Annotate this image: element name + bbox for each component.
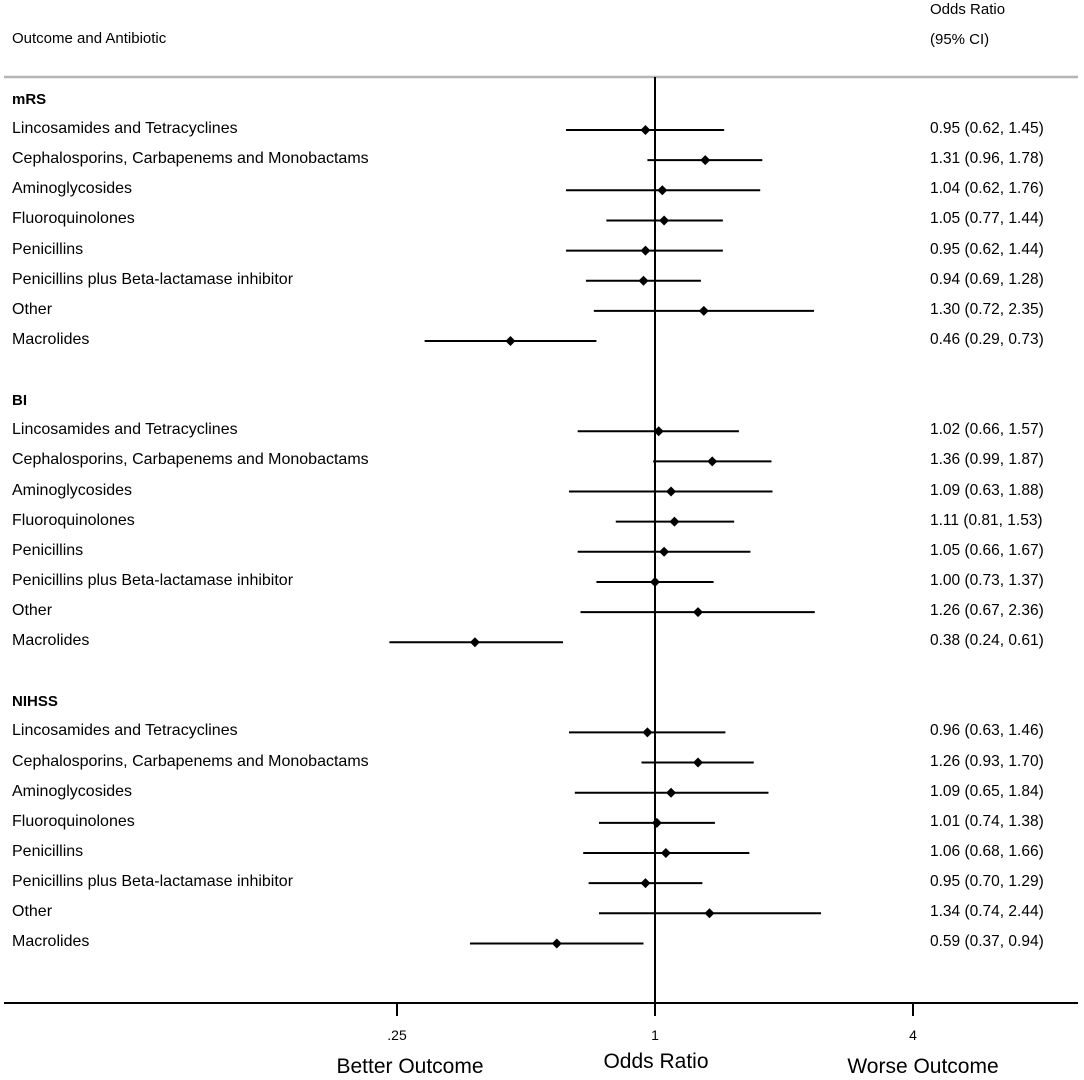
point-estimate [660, 848, 671, 858]
point-estimate [638, 275, 649, 286]
header-ci-label: (95% CI) [930, 31, 990, 48]
odds-ratio-value: 0.38 (0.24, 0.61) [930, 632, 1044, 650]
odds-ratio-value: 1.04 (0.62, 1.76) [930, 180, 1044, 198]
row-label: Cephalosporins, Carbapenems and Monobact… [12, 451, 369, 469]
odds-ratio-value: 1.36 (0.99, 1.87) [930, 451, 1044, 469]
odds-ratio-value: 0.94 (0.69, 1.28) [930, 270, 1044, 288]
point-estimate [669, 516, 680, 527]
row-label: Penicillins plus Beta-lactamase inhibito… [12, 873, 294, 891]
odds-ratio-value: 1.09 (0.65, 1.84) [930, 782, 1044, 800]
odds-ratio-value: 0.46 (0.29, 0.73) [930, 331, 1044, 349]
point-estimate [659, 215, 670, 226]
point-estimate [653, 426, 664, 437]
point-estimate [657, 185, 668, 196]
group-label: NIHSS [12, 693, 58, 711]
point-estimate [659, 546, 670, 557]
group-label: BI [12, 392, 27, 410]
point-estimate [650, 576, 660, 587]
odds-ratio-value: 0.95 (0.70, 1.29) [930, 873, 1044, 891]
row-label: Macrolides [12, 632, 90, 650]
odds-ratio-value: 1.05 (0.77, 1.44) [930, 210, 1044, 228]
odds-ratio-value: 1.06 (0.68, 1.66) [930, 843, 1044, 860]
row-label: Penicillins [12, 843, 84, 860]
odds-ratio-value: 1.01 (0.74, 1.38) [930, 812, 1044, 830]
odds-ratio-value: 1.26 (0.93, 1.70) [930, 752, 1044, 770]
row-label: Lincosamides and Tetracyclines [12, 120, 238, 137]
point-estimate [693, 607, 704, 618]
point-estimate [651, 817, 662, 828]
point-estimate [469, 637, 480, 648]
row-label: Other [12, 602, 53, 620]
row-label: Aminoglycosides [12, 782, 133, 800]
odds-ratio-value: 0.59 (0.37, 0.94) [930, 933, 1044, 951]
odds-ratio-value: 1.30 (0.72, 2.35) [930, 300, 1044, 318]
odds-ratio-value: 1.31 (0.96, 1.78) [930, 150, 1044, 168]
point-estimate [666, 486, 677, 497]
right-annotation: Worse Outcome [847, 1055, 999, 1078]
row-label: Aminoglycosides [12, 481, 133, 499]
row-label: Penicillins plus Beta-lactamase inhibito… [12, 270, 294, 288]
row-label: Fluoroquinolones [12, 812, 135, 830]
row-label: Penicillins [12, 240, 84, 258]
odds-ratio-value: 0.95 (0.62, 1.45) [930, 120, 1044, 137]
point-estimate [551, 938, 562, 949]
point-estimate [704, 908, 715, 919]
row-label: Fluoroquinolones [12, 511, 135, 529]
row-label: Penicillins plus Beta-lactamase inhibito… [12, 571, 294, 589]
point-estimate [700, 155, 711, 166]
point-estimate [698, 305, 709, 316]
row-label: Macrolides [12, 331, 90, 349]
point-estimate [693, 757, 704, 768]
row-label: Lincosamides and Tetracyclines [12, 421, 238, 439]
point-estimate [666, 787, 677, 798]
row-label: Lincosamides and Tetracyclines [12, 722, 238, 740]
odds-ratio-value: 1.11 (0.81, 1.53) [930, 511, 1043, 529]
odds-ratio-value: 1.26 (0.67, 2.36) [930, 602, 1044, 620]
x-tick-label: .25 [387, 1027, 407, 1043]
point-estimate [640, 125, 651, 135]
row-label: Macrolides [12, 933, 90, 951]
point-estimate [642, 727, 653, 738]
row-label: Penicillins [12, 541, 84, 559]
odds-ratio-value: 0.96 (0.63, 1.46) [930, 722, 1044, 740]
row-label: Fluoroquinolones [12, 210, 135, 228]
point-estimate [640, 245, 651, 256]
odds-ratio-value: 0.95 (0.62, 1.44) [930, 240, 1044, 258]
row-label: Cephalosporins, Carbapenems and Monobact… [12, 150, 369, 168]
row-label: Aminoglycosides [12, 180, 133, 198]
row-label: Cephalosporins, Carbapenems and Monobact… [12, 752, 369, 770]
group-label: mRS [12, 90, 47, 108]
x-axis-label: Odds Ratio [603, 1050, 709, 1073]
row-label: Other [12, 300, 53, 318]
point-estimate [505, 336, 516, 347]
odds-ratio-value: 1.00 (0.73, 1.37) [930, 571, 1044, 589]
x-tick-label: 4 [909, 1027, 917, 1043]
left-annotation: Better Outcome [336, 1055, 484, 1078]
odds-ratio-value: 1.09 (0.63, 1.88) [930, 481, 1044, 499]
point-estimate [707, 456, 718, 467]
header-or-label: Odds Ratio [930, 1, 1006, 18]
point-estimate [640, 878, 651, 889]
header-outcome-label: Outcome and Antibiotic [12, 30, 167, 47]
odds-ratio-value: 1.02 (0.66, 1.57) [930, 421, 1044, 439]
row-label: Other [12, 903, 53, 921]
odds-ratio-value: 1.34 (0.74, 2.44) [930, 903, 1044, 921]
odds-ratio-value: 1.05 (0.66, 1.67) [930, 541, 1044, 559]
x-tick-label: 1 [651, 1027, 659, 1043]
